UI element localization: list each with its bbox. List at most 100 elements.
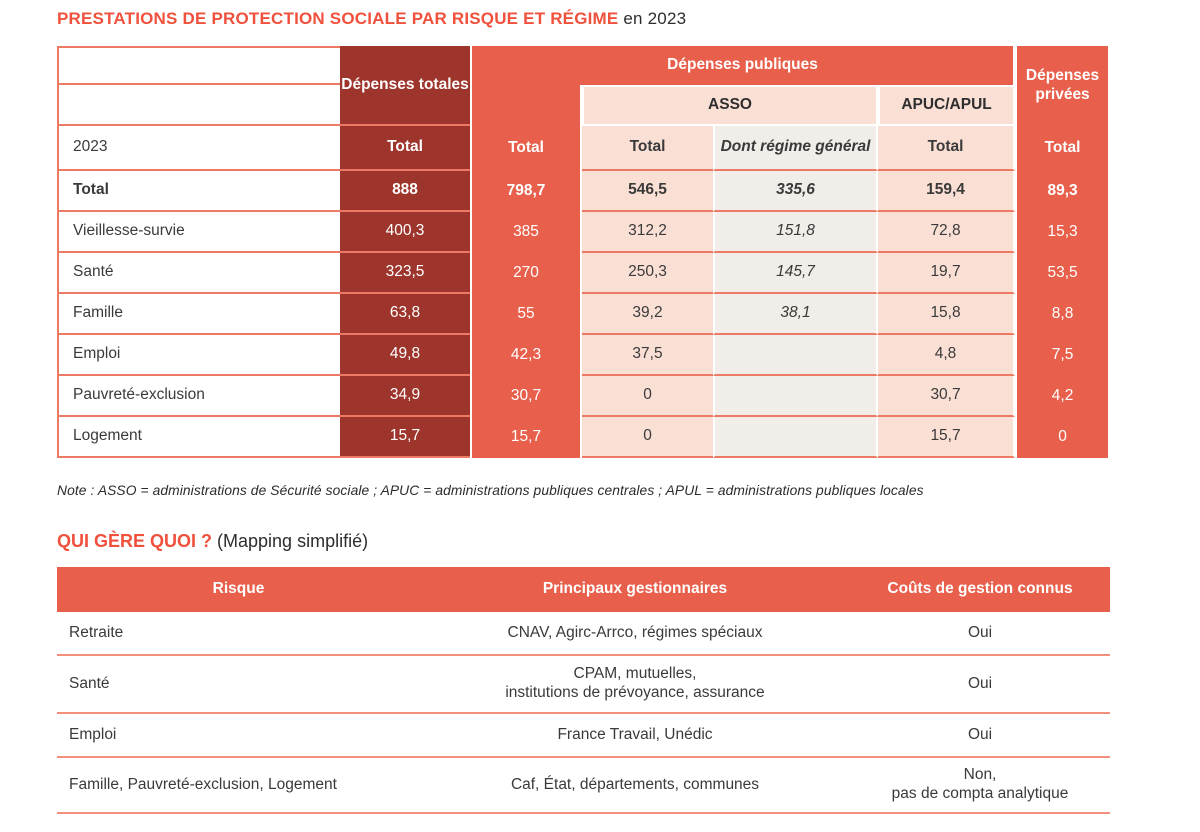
cell-totales: 888 — [340, 171, 470, 212]
cell-gestionnaires: CPAM, mutuelles, institutions de prévoyan… — [420, 656, 850, 714]
header-depenses-privees: Dépenses privées — [1015, 46, 1111, 126]
cell-totales: 15,7 — [340, 417, 470, 458]
cell-totales: 400,3 — [340, 212, 470, 253]
cell-couts: Oui — [850, 656, 1110, 714]
header-risque: Risque — [57, 567, 420, 612]
cell-gestionnaires: Caf, État, départements, communes — [420, 758, 850, 814]
prestations-table: Dépenses totales Dépenses publiques Dépe… — [57, 46, 1111, 458]
cell-risque: Emploi — [57, 714, 420, 758]
couts-line1: Oui — [967, 725, 993, 743]
cell-asso-total: 250,3 — [582, 253, 713, 294]
mapping-row-retraite: Retraite CNAV, Agirc-Arrco, régimes spéc… — [57, 612, 1110, 656]
section2-title-suffix: (Mapping simplifié) — [217, 531, 369, 551]
cell-couts: Non, pas de compta analytique — [850, 758, 1110, 814]
gestionnaires-line2: institutions de prévoyance, assurance — [505, 684, 765, 701]
mapping-header-row: Risque Principaux gestionnaires Coûts de… — [57, 567, 1110, 612]
cell-asso-total: 39,2 — [582, 294, 713, 335]
cell-privees: 15,3 — [1015, 212, 1111, 253]
cell-regime-general: 145,7 — [713, 253, 878, 294]
page-title-suffix: en 2023 — [623, 9, 687, 28]
page-title-main: PRESTATIONS DE PROTECTION SOCIALE PAR RI… — [57, 9, 619, 28]
header-total-asso: Total — [582, 126, 713, 171]
cell-pub-total: 385 — [470, 212, 582, 253]
table-row-famille: Famille 63,8 55 39,2 38,1 15,8 8,8 — [57, 294, 1111, 335]
cell-regime-general: 151,8 — [713, 212, 878, 253]
cell-totales: 323,5 — [340, 253, 470, 294]
row-label: Emploi — [57, 335, 340, 376]
gestionnaires-line1: Caf, État, départements, communes — [510, 775, 760, 793]
cell-pub-total: 270 — [470, 253, 582, 294]
cell-privees: 8,8 — [1015, 294, 1111, 335]
table-row-logement: Logement 15,7 15,7 0 15,7 0 — [57, 417, 1111, 458]
cell-totales: 34,9 — [340, 376, 470, 417]
cell-risque: Santé — [57, 656, 420, 714]
table-row-pauvrete: Pauvreté-exclusion 34,9 30,7 0 30,7 4,2 — [57, 376, 1111, 417]
cell-couts: Oui — [850, 612, 1110, 656]
gestionnaires-line1: CPAM, mutuelles, — [573, 665, 697, 683]
cell-apuc: 15,8 — [878, 294, 1016, 335]
row-label: Total — [57, 171, 340, 212]
mapping-table: Risque Principaux gestionnaires Coûts de… — [57, 567, 1110, 814]
mapping-row-emploi: Emploi France Travail, Unédic Oui — [57, 714, 1110, 758]
header-couts: Coûts de gestion connus — [850, 567, 1110, 612]
cell-privees: 53,5 — [1015, 253, 1111, 294]
cell-apuc: 159,4 — [878, 171, 1016, 212]
table-row-vieillesse: Vieillesse-survie 400,3 385 312,2 151,8 … — [57, 212, 1111, 253]
header-apuc-apul: APUC/APUL — [878, 85, 1016, 126]
cell-regime-general: 335,6 — [713, 171, 878, 212]
gestionnaires-line1: France Travail, Unédic — [557, 725, 713, 743]
cell-apuc: 19,7 — [878, 253, 1016, 294]
corner-cell-empty-2 — [57, 85, 340, 126]
cell-regime-general — [713, 335, 878, 376]
cell-pub-total: 798,7 — [470, 171, 582, 212]
cell-gestionnaires: France Travail, Unédic — [420, 714, 850, 758]
cell-regime-general — [713, 376, 878, 417]
cell-asso-total: 0 — [582, 417, 713, 458]
table-row-total: Total 888 798,7 546,5 335,6 159,4 89,3 — [57, 171, 1111, 212]
row-label: Logement — [57, 417, 340, 458]
cell-apuc: 30,7 — [878, 376, 1016, 417]
row-label: Pauvreté-exclusion — [57, 376, 340, 417]
gestionnaires-line1: CNAV, Agirc-Arrco, régimes spéciaux — [507, 623, 763, 641]
cell-couts: Oui — [850, 714, 1110, 758]
couts-line1: Oui — [967, 674, 993, 692]
mapping-row-sante: Santé CPAM, mutuelles, institutions de pr… — [57, 656, 1110, 714]
header-depenses-privees-line2: privées — [1035, 86, 1090, 103]
cell-pub-total: 15,7 — [470, 417, 582, 458]
mapping-row-famille-pauvrete-logement: Famille, Pauvreté-exclusion, Logement Ca… — [57, 758, 1110, 814]
header-year: 2023 — [57, 126, 340, 171]
document-page: PRESTATIONS DE PROTECTION SOCIALE PAR RI… — [57, 9, 1111, 814]
cell-privees: 0 — [1015, 417, 1111, 458]
header-gestionnaires: Principaux gestionnaires — [420, 567, 850, 612]
row-label: Vieillesse-survie — [57, 212, 340, 253]
cell-privees: 4,2 — [1015, 376, 1111, 417]
cell-totales: 63,8 — [340, 294, 470, 335]
cell-risque: Retraite — [57, 612, 420, 656]
cell-pub-total: 42,3 — [470, 335, 582, 376]
cell-regime-general — [713, 417, 878, 458]
table-row-sante: Santé 323,5 270 250,3 145,7 19,7 53,5 — [57, 253, 1111, 294]
row-label: Santé — [57, 253, 340, 294]
table-row-emploi: Emploi 49,8 42,3 37,5 4,8 7,5 — [57, 335, 1111, 376]
section2-title: QUI GÈRE QUOI ? (Mapping simplifié) — [57, 531, 1110, 552]
corner-cell-empty-1 — [57, 46, 340, 85]
header-depenses-publiques: Dépenses publiques — [470, 46, 1016, 85]
header-total-publiques: Total — [470, 126, 582, 171]
couts-line1: Non, — [963, 766, 997, 784]
cell-apuc: 15,7 — [878, 417, 1016, 458]
cell-gestionnaires: CNAV, Agirc-Arrco, régimes spéciaux — [420, 612, 850, 656]
page-title: PRESTATIONS DE PROTECTION SOCIALE PAR RI… — [57, 9, 1110, 29]
cell-apuc: 4,8 — [878, 335, 1016, 376]
couts-line2: pas de compta analytique — [891, 785, 1069, 802]
spacer-cell-orange — [470, 85, 582, 126]
header-total-apuc: Total — [878, 126, 1016, 171]
cell-pub-total: 55 — [470, 294, 582, 335]
header-total-totales: Total — [340, 126, 470, 171]
header-depenses-totales: Dépenses totales — [340, 46, 470, 126]
cell-privees: 7,5 — [1015, 335, 1111, 376]
cell-privees: 89,3 — [1015, 171, 1111, 212]
cell-totales: 49,8 — [340, 335, 470, 376]
cell-asso-total: 0 — [582, 376, 713, 417]
couts-line1: Oui — [967, 623, 993, 641]
cell-asso-total: 312,2 — [582, 212, 713, 253]
